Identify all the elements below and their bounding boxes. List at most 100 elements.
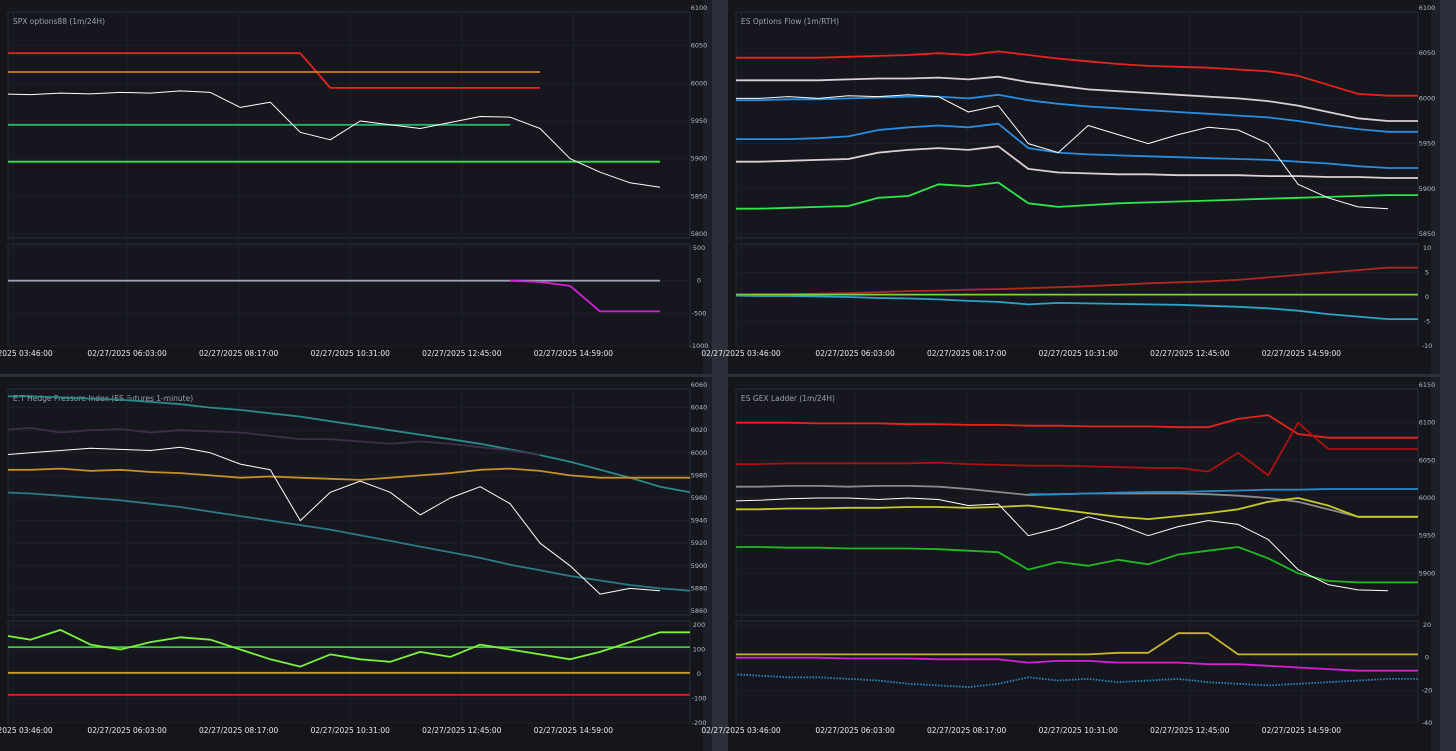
y-tick-label: 5950: [1419, 532, 1436, 540]
series-line: [736, 632, 1418, 656]
scrollbar: [1431, 0, 1440, 374]
upper-pane: [7, 388, 691, 616]
series-line: [1028, 488, 1418, 496]
series-line: [8, 52, 541, 89]
y-tick-label: 5980: [691, 471, 708, 479]
series-line: [736, 421, 1418, 477]
chart-title: SPX options88 (1m/24H): [13, 17, 105, 26]
x-tick-label: 02/27/2025 10:31:00: [311, 726, 391, 735]
scrollbar: [1431, 377, 1440, 751]
y-tick-label: 6150: [1419, 381, 1436, 389]
x-tick-label: 02/27/2025 03:46:00: [701, 726, 781, 735]
chart-panel: E.T Hedge Pressure Index (ES Futures 1-m…: [0, 377, 712, 751]
y-tick-label: 5850: [691, 192, 708, 200]
y-tick-label: 6050: [691, 42, 708, 50]
x-tick-label: 02/27/2025 08:17:00: [199, 726, 279, 735]
x-tick-label: 02/27/2025 06:03:00: [87, 349, 167, 358]
y-tick-label: 6000: [691, 449, 708, 457]
y-tick-label: -1000: [690, 342, 709, 350]
y-tick-label: 5940: [691, 517, 708, 525]
y-tick-label: 500: [693, 244, 705, 252]
series-line: [736, 266, 1418, 296]
series-line: [736, 656, 1418, 672]
chart-panel: ES Options Flow (1m/RTH) 02/27/2025 03:46…: [701, 0, 1440, 374]
y-tick-label: 5950: [691, 117, 708, 125]
series-line: [736, 497, 1389, 592]
y-tick-label: 6050: [1419, 49, 1436, 57]
x-tick-label: 02/27/2025 10:31:00: [1039, 349, 1119, 358]
y-tick-label: 5900: [691, 155, 708, 163]
x-tick-label: 02/27/2025 08:17:00: [199, 349, 279, 358]
y-tick-label: -40: [1422, 719, 1433, 727]
series-line: [8, 395, 690, 494]
x-tick-label: 02/27/2025 12:45:00: [1150, 349, 1230, 358]
y-tick-label: 6040: [691, 404, 708, 412]
y-tick-label: -500: [692, 309, 707, 317]
y-tick-label: -5: [1424, 318, 1430, 326]
series-line: [736, 145, 1418, 179]
y-tick-label: 0: [697, 277, 701, 285]
y-tick-label: -100: [692, 695, 707, 703]
y-tick-label: 5850: [1419, 230, 1436, 238]
y-tick-label: 200: [693, 621, 705, 629]
x-tick-label: 02/27/2025 03:46:00: [0, 726, 53, 735]
y-tick-label: 6000: [1419, 94, 1436, 102]
chart-title: ES GEX Ladder (1m/24H): [741, 394, 835, 403]
x-tick-label: 02/27/2025 14:59:00: [534, 726, 614, 735]
series-line: [8, 629, 690, 668]
series-line: [736, 75, 1418, 122]
x-tick-label: 02/27/2025 06:03:00: [87, 726, 167, 735]
x-tick-label: 02/27/2025 14:59:00: [534, 349, 614, 358]
y-tick-label: 0: [1425, 654, 1429, 662]
y-tick-label: 6100: [1419, 4, 1436, 12]
y-tick-label: 0: [697, 670, 701, 678]
chart-title: ES Options Flow (1m/RTH): [741, 17, 839, 26]
y-tick-label: 5800: [691, 230, 708, 238]
y-tick-label: -200: [692, 719, 707, 727]
series-line: [8, 90, 661, 188]
y-tick-label: 6050: [1419, 456, 1436, 464]
upper-pane: [735, 11, 1419, 239]
x-tick-label: 02/27/2025 12:45:00: [422, 349, 502, 358]
y-tick-label: 20: [1423, 621, 1431, 629]
lower-pane: [7, 243, 691, 347]
y-tick-label: 5920: [691, 539, 708, 547]
series-group: [8, 395, 690, 595]
x-tick-label: 02/27/2025 12:45:00: [1150, 726, 1230, 735]
series-group: [8, 279, 660, 313]
y-tick-label: -10: [1422, 342, 1433, 350]
chart-panel: SPX options88 (1m/24H) 02/27/2025 03:46:0…: [0, 0, 712, 374]
series-line: [736, 673, 1418, 688]
y-tick-label: 5950: [1419, 140, 1436, 148]
series-line: [736, 93, 1418, 133]
x-tick-label: 02/27/2025 08:17:00: [927, 349, 1007, 358]
series-line: [8, 467, 690, 481]
y-tick-label: 6000: [691, 79, 708, 87]
y-tick-label: 5860: [691, 607, 708, 615]
x-tick-label: 02/27/2025 10:31:00: [311, 349, 391, 358]
x-tick-label: 02/27/2025 03:46:00: [701, 349, 781, 358]
series-line: [510, 279, 660, 313]
series-line: [736, 50, 1418, 97]
chart-panel: ES GEX Ladder (1m/24H) 02/27/2025 03:46:0…: [701, 377, 1440, 751]
y-tick-label: 5900: [1419, 569, 1436, 577]
series-group: [736, 50, 1418, 210]
scrollbar: [703, 0, 712, 374]
x-tick-label: 02/27/2025 12:45:00: [422, 726, 502, 735]
y-tick-label: 5900: [691, 562, 708, 570]
y-tick-label: 5900: [1419, 185, 1436, 193]
series-line: [736, 94, 1389, 210]
y-tick-label: 6100: [1419, 419, 1436, 427]
x-tick-label: 02/27/2025 06:03:00: [815, 726, 895, 735]
y-tick-label: 5: [1425, 269, 1429, 277]
y-tick-label: 6020: [691, 426, 708, 434]
y-tick-label: 6060: [691, 381, 708, 389]
series-group: [736, 266, 1418, 320]
x-tick-label: 02/27/2025 14:59:00: [1262, 349, 1342, 358]
y-tick-label: -20: [1422, 686, 1433, 694]
x-tick-label: 02/27/2025 14:59:00: [1262, 726, 1342, 735]
series-line: [736, 546, 1418, 584]
y-tick-label: 6000: [1419, 494, 1436, 502]
lower-pane: [735, 620, 1419, 724]
